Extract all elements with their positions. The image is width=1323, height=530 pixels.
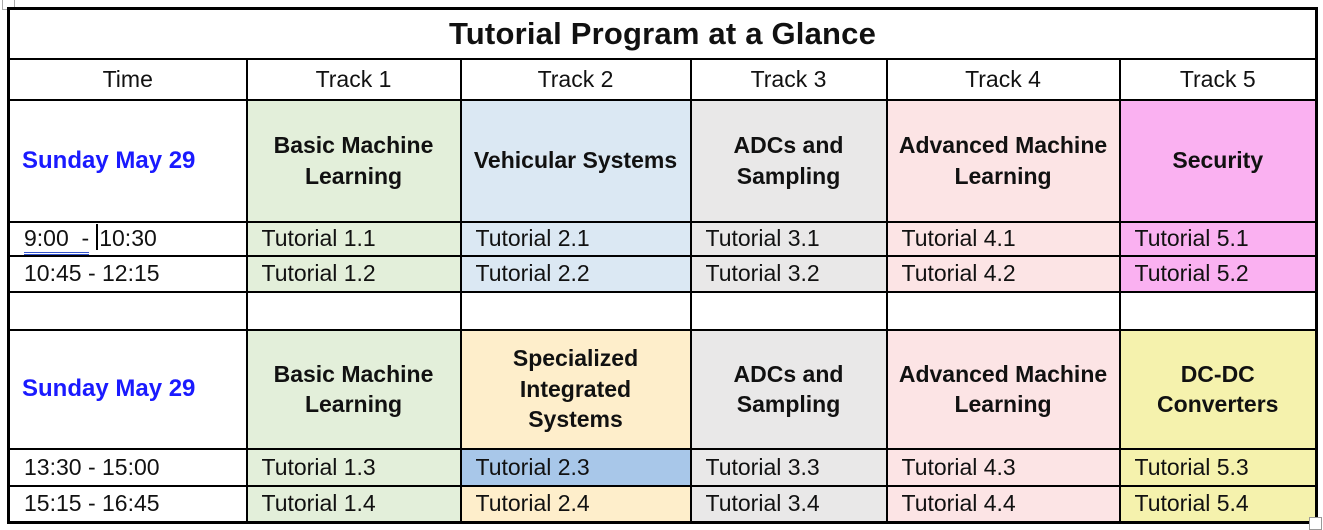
afternoon-track-1-title[interactable]: Basic Machine Learning (245, 328, 462, 450)
tutorial-2-4-cell[interactable]: Tutorial 2.4 (459, 484, 692, 524)
morning-day-label[interactable]: Sunday May 29 (7, 98, 248, 223)
empty-cell[interactable] (689, 290, 888, 331)
tutorial-5-4-cell[interactable]: Tutorial 5.4 (1118, 484, 1318, 524)
empty-cell[interactable] (1118, 290, 1318, 331)
time-cell-1515-1645[interactable]: 15:15 - 16:45 (7, 484, 248, 524)
tutorial-1-1-cell[interactable]: Tutorial 1.1 (245, 220, 462, 257)
tutorial-2-1-cell[interactable]: Tutorial 2.1 (459, 220, 692, 257)
tutorial-3-3-cell[interactable]: Tutorial 3.3 (689, 447, 888, 487)
empty-cell[interactable] (7, 290, 248, 331)
empty-cell[interactable] (245, 290, 462, 331)
time-cell-0900-1030[interactable]: 9:00 - 10:30 (7, 220, 248, 257)
morning-track-4-title[interactable]: Advanced Machine Learning (885, 98, 1121, 223)
tutorial-4-4-cell[interactable]: Tutorial 4.4 (885, 484, 1121, 524)
column-header-track-2[interactable]: Track 2 (459, 57, 692, 101)
column-header-track-5[interactable]: Track 5 (1118, 57, 1318, 101)
tutorial-5-2-cell[interactable]: Tutorial 5.2 (1118, 254, 1318, 293)
afternoon-day-row: Sunday May 29 Basic Machine Learning Spe… (7, 328, 1318, 450)
afternoon-track-5-title[interactable]: DC-DC Converters (1118, 328, 1318, 450)
tutorial-2-2-cell[interactable]: Tutorial 2.2 (459, 254, 692, 293)
column-header-track-3[interactable]: Track 3 (689, 57, 888, 101)
page-title[interactable]: Tutorial Program at a Glance (7, 7, 1318, 60)
tutorial-3-1-cell[interactable]: Tutorial 3.1 (689, 220, 888, 257)
column-header-time[interactable]: Time (7, 57, 248, 101)
column-header-track-1[interactable]: Track 1 (245, 57, 462, 101)
tutorial-3-2-cell[interactable]: Tutorial 3.2 (689, 254, 888, 293)
morning-track-2-title[interactable]: Vehicular Systems (459, 98, 692, 223)
tutorial-3-4-cell[interactable]: Tutorial 3.4 (689, 484, 888, 524)
time-cell-1045-1215[interactable]: 10:45 - 12:15 (7, 254, 248, 293)
empty-cell[interactable] (459, 290, 692, 331)
time-text-rest: 10:30 (99, 224, 157, 251)
tutorial-4-2-cell[interactable]: Tutorial 4.2 (885, 254, 1121, 293)
title-row: Tutorial Program at a Glance (7, 7, 1318, 60)
morning-day-row: Sunday May 29 Basic Machine Learning Veh… (7, 98, 1318, 223)
time-text-underlined: 9:00 - (24, 224, 90, 254)
spacer-row (7, 290, 1318, 331)
text-cursor (96, 224, 99, 251)
tutorial-program-table: Tutorial Program at a Glance Time Track … (7, 7, 1318, 524)
empty-cell[interactable] (885, 290, 1121, 331)
morning-slot-2-row: 10:45 - 12:15 Tutorial 1.2 Tutorial 2.2 … (7, 254, 1318, 293)
time-cell-1330-1500[interactable]: 13:30 - 15:00 (7, 447, 248, 487)
afternoon-track-2-title[interactable]: Specialized Integrated Systems (459, 328, 692, 450)
afternoon-day-label[interactable]: Sunday May 29 (7, 328, 248, 450)
morning-track-3-title[interactable]: ADCs and Sampling (689, 98, 888, 223)
tutorial-1-3-cell[interactable]: Tutorial 1.3 (245, 447, 462, 487)
morning-track-5-title[interactable]: Security (1118, 98, 1318, 223)
header-row: Time Track 1 Track 2 Track 3 Track 4 Tra… (7, 57, 1318, 101)
morning-slot-1-row: 9:00 - 10:30 Tutorial 1.1 Tutorial 2.1 Tu… (7, 220, 1318, 257)
column-header-track-4[interactable]: Track 4 (885, 57, 1121, 101)
morning-track-1-title[interactable]: Basic Machine Learning (245, 98, 462, 223)
table-resize-handle-icon[interactable] (1309, 517, 1322, 530)
tutorial-5-3-cell[interactable]: Tutorial 5.3 (1118, 447, 1318, 487)
tutorial-4-1-cell[interactable]: Tutorial 4.1 (885, 220, 1121, 257)
tutorial-1-4-cell[interactable]: Tutorial 1.4 (245, 484, 462, 524)
afternoon-slot-2-row: 15:15 - 16:45 Tutorial 1.4 Tutorial 2.4 … (7, 484, 1318, 524)
tutorial-1-2-cell[interactable]: Tutorial 1.2 (245, 254, 462, 293)
afternoon-slot-1-row: 13:30 - 15:00 Tutorial 1.3 Tutorial 2.3 … (7, 447, 1318, 487)
afternoon-track-3-title[interactable]: ADCs and Sampling (689, 328, 888, 450)
tutorial-2-3-cell[interactable]: Tutorial 2.3 (459, 447, 692, 487)
tutorial-5-1-cell[interactable]: Tutorial 5.1 (1118, 220, 1318, 257)
tutorial-4-3-cell[interactable]: Tutorial 4.3 (885, 447, 1121, 487)
afternoon-track-4-title[interactable]: Advanced Machine Learning (885, 328, 1121, 450)
